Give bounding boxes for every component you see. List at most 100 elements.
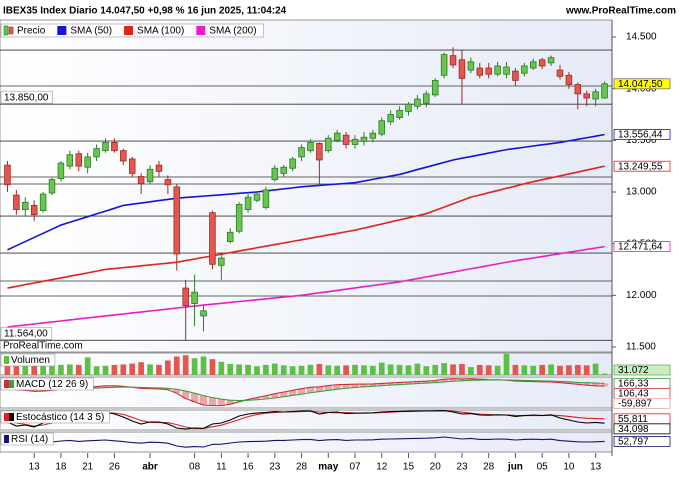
value-tag bbox=[613, 397, 671, 409]
candle-body bbox=[48, 179, 56, 194]
volume-bar bbox=[263, 364, 269, 375]
volume-bar bbox=[459, 364, 465, 375]
candle-body bbox=[423, 93, 430, 104]
legend-label: SMA (200) bbox=[209, 26, 256, 37]
macd-histogram-bar bbox=[583, 382, 591, 386]
candle-body bbox=[155, 164, 163, 172]
macd-histogram-bar bbox=[404, 382, 413, 385]
x-tick-label: 05 bbox=[537, 462, 549, 473]
x-tick-label: 26 bbox=[109, 462, 121, 473]
volume-bar bbox=[102, 365, 109, 375]
candle-body bbox=[75, 153, 83, 167]
volume-bar bbox=[271, 363, 278, 375]
volume-bar bbox=[4, 362, 11, 375]
value-tag-label: -59,897 bbox=[618, 399, 652, 410]
macd-histogram-bar bbox=[253, 397, 261, 400]
candle-body bbox=[120, 150, 127, 162]
candle-body bbox=[209, 212, 216, 265]
volume-bar bbox=[280, 365, 287, 375]
value-tag bbox=[613, 241, 671, 252]
volume-bar bbox=[227, 364, 234, 375]
volume-bar bbox=[494, 365, 501, 375]
candle-body bbox=[30, 205, 38, 216]
candle-body bbox=[333, 132, 341, 141]
candle-body bbox=[378, 120, 386, 135]
value-tag-label: 12.471,64 bbox=[618, 242, 663, 253]
volume-bar bbox=[468, 367, 474, 375]
candle-body bbox=[84, 156, 91, 168]
value-tag-label: 106,43 bbox=[618, 389, 649, 400]
candle-body bbox=[538, 59, 546, 67]
level-label-background bbox=[0, 90, 53, 104]
legend-label: SMA (100) bbox=[137, 26, 184, 37]
panel-title-icon bbox=[4, 380, 9, 388]
macd-histogram-bar bbox=[449, 378, 457, 382]
volume-bar bbox=[22, 363, 29, 375]
volume-bar bbox=[31, 363, 38, 375]
volume-bar bbox=[521, 365, 528, 375]
volume-bar bbox=[369, 365, 376, 375]
candle-body bbox=[458, 59, 466, 79]
x-tick-label: 21 bbox=[82, 462, 94, 473]
candle-body bbox=[271, 167, 279, 180]
level-label: 13.850,00 bbox=[4, 92, 49, 103]
volume-bar bbox=[120, 364, 127, 375]
candle-body bbox=[556, 69, 564, 77]
y-tick-label: 12.000 bbox=[626, 290, 657, 301]
volume-bar bbox=[254, 366, 260, 375]
legend-icon bbox=[8, 26, 14, 35]
value-tag-label: 13.249,55 bbox=[618, 161, 663, 172]
panel-title: Estocástico (14 3 5) bbox=[16, 412, 104, 423]
x-tick-label: 07 bbox=[349, 462, 361, 473]
macd-histogram-bar bbox=[235, 400, 243, 402]
volume-bar bbox=[476, 364, 483, 375]
macd-histogram-bar bbox=[191, 393, 199, 402]
macd-histogram-bar bbox=[324, 385, 332, 391]
y-tick-label: 11.500 bbox=[626, 342, 656, 353]
value-tag bbox=[613, 160, 671, 172]
volume-bar bbox=[289, 366, 296, 375]
volume-bar bbox=[334, 365, 341, 375]
value-tag-label: 34,098 bbox=[618, 424, 649, 435]
value-tag bbox=[613, 129, 671, 140]
volume-bar bbox=[361, 365, 367, 375]
legend-swatch bbox=[124, 26, 134, 35]
candle-body bbox=[342, 134, 350, 145]
indicator-line bbox=[7, 165, 605, 289]
volume-bar bbox=[173, 356, 180, 375]
volume-bar bbox=[378, 362, 385, 375]
x-tick-label: 23 bbox=[269, 462, 281, 473]
candle-body bbox=[200, 310, 207, 317]
candle-body bbox=[102, 142, 109, 152]
panel-title: MACD (12 26 9) bbox=[16, 379, 88, 390]
value-tag bbox=[613, 364, 671, 376]
volume-bar bbox=[566, 365, 572, 375]
panel-title-icon bbox=[9, 413, 14, 421]
legend-swatch bbox=[196, 26, 206, 35]
volume-bar bbox=[325, 365, 332, 375]
candle-body bbox=[289, 158, 296, 169]
macd-histogram-bar bbox=[164, 388, 172, 390]
candle-body bbox=[601, 83, 608, 99]
candle-body bbox=[182, 287, 189, 307]
macd-histogram-bar bbox=[413, 381, 421, 384]
volume-bar bbox=[512, 364, 519, 375]
volume-bar bbox=[548, 364, 554, 375]
candle-body bbox=[137, 176, 145, 185]
panel-background bbox=[0, 431, 613, 453]
macd-histogram-bar bbox=[101, 385, 110, 388]
value-tag bbox=[613, 436, 671, 447]
volume-bar bbox=[147, 364, 153, 375]
macd-histogram-bar bbox=[574, 382, 582, 385]
value-tag-label: 55,811 bbox=[618, 414, 648, 425]
macd-histogram-bar bbox=[351, 384, 359, 388]
site-name: www.ProRealTime.com bbox=[565, 6, 676, 17]
macd-histogram-bar bbox=[396, 382, 404, 385]
candle-body bbox=[262, 189, 270, 208]
candle-body bbox=[547, 57, 555, 64]
candle-body bbox=[22, 201, 29, 210]
x-tick-label: 08 bbox=[189, 462, 201, 473]
level-label: 11.564,00 bbox=[4, 328, 48, 339]
x-tick-label: 11 bbox=[216, 462, 227, 473]
value-tag-label: 52,797 bbox=[618, 437, 649, 448]
